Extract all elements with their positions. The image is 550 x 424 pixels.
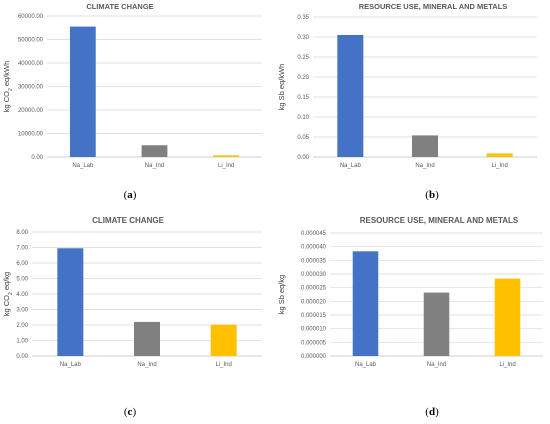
y-axis-label: kg Sb eq/kWh <box>277 64 286 111</box>
y-tick-label: 6.00 <box>16 261 28 267</box>
y-tick-label: 7.00 <box>16 246 28 252</box>
bar-na-ind <box>141 145 168 157</box>
y-tick-label: 1.00 <box>16 339 28 345</box>
y-tick-label: 0.000045 <box>301 231 327 237</box>
bar-li-ind <box>210 324 237 356</box>
caption-a: (a) <box>123 189 137 201</box>
x-tick-label: Li_Ind <box>491 163 507 169</box>
y-tick-label: 0.000015 <box>301 313 327 319</box>
y-axis-label: kg CO2 eq/kg <box>2 272 14 316</box>
x-tick-label: Li_Ind <box>218 163 234 169</box>
chart-title: CLIMATE CHANGE <box>86 2 153 11</box>
y-tick-label: 3.00 <box>16 308 28 314</box>
bar-li-ind <box>486 153 513 157</box>
x-tick-label: Na_Ind <box>415 163 434 169</box>
caption-d-letter: d <box>428 406 436 418</box>
y-tick-label: 20000.00 <box>18 108 44 114</box>
y-tick-label: 2.00 <box>16 323 28 329</box>
y-tick-label: 0.000020 <box>301 299 327 305</box>
bar-na-lab <box>352 251 379 356</box>
y-tick-label: 0.000000 <box>301 354 327 360</box>
chart-panel-c: CLIMATE CHANGE 0.00 1.00 2.00 3.00 4.00 5.00 6.… <box>0 212 275 424</box>
y-tick-label: 30000.00 <box>18 85 44 91</box>
caption-c: (c) <box>123 406 137 418</box>
bar-na-lab <box>337 35 364 157</box>
y-tick-label: 0.20 <box>297 75 309 81</box>
bar-na-ind <box>423 292 450 356</box>
bar-na-ind <box>134 321 160 356</box>
y-tick-label: 8.00 <box>16 230 28 236</box>
y-tick-label: 0.000005 <box>301 340 327 346</box>
y-tick-label: 0.000010 <box>301 327 327 333</box>
y-tick-label: 50000.00 <box>18 38 44 44</box>
y-tick-label: 0.00 <box>297 155 309 161</box>
y-tick-label: 0.00 <box>31 155 43 161</box>
y-tick-label: 0.30 <box>297 35 309 41</box>
y-tick-label: 0.15 <box>297 95 309 101</box>
y-tick-label: 10000.00 <box>18 132 44 138</box>
bar-li-ind <box>494 278 521 356</box>
caption-a-letter: a <box>127 189 133 201</box>
bar-na-lab <box>69 26 96 158</box>
x-tick-label: Na_Lab <box>60 362 82 368</box>
y-tick-label: 60000.00 <box>18 14 44 20</box>
y-tick-label: 0.00 <box>16 354 28 360</box>
y-tick-label: 0.000035 <box>301 258 327 264</box>
x-tick-label: Na_Ind <box>427 362 446 368</box>
chart-panel-d: RESOURCE USE, MINERAL AND METALS 0.000000… <box>275 212 550 424</box>
chart-title: CLIMATE CHANGE <box>92 216 165 225</box>
y-tick-label: 0.25 <box>297 55 309 61</box>
chart-title: RESOURCE USE, MINERAL AND METALS <box>359 2 508 11</box>
caption-d: (d) <box>425 406 439 418</box>
y-tick-label: 40000.00 <box>18 61 44 67</box>
x-tick-label: Na_Lab <box>355 362 377 368</box>
chart-panel-b: RESOURCE USE, MINERAL AND METALS 0.00 0.05… <box>275 0 550 212</box>
y-tick-label: 5.00 <box>16 277 28 283</box>
chart-a: CLIMATE CHANGE 0.00 10000.00 20000.00 30000.… <box>2 2 262 169</box>
y-tick-label: 0.000025 <box>301 286 327 292</box>
y-axis-label: kg CO2 eq/kWh <box>2 61 14 113</box>
bar-li-ind <box>213 155 240 157</box>
bar-na-lab <box>57 248 84 356</box>
y-tick-label: 0.10 <box>297 115 309 121</box>
y-tick-label: 0.000030 <box>301 272 327 278</box>
y-axis-label: kg Sb eq/kg <box>277 275 286 315</box>
chart-panel-a: CLIMATE CHANGE 0.00 10000.00 20000.00 30000.… <box>0 0 275 212</box>
caption-c-letter: c <box>127 406 133 418</box>
caption-b: (b) <box>425 189 439 201</box>
x-tick-label: Na_Ind <box>145 163 164 169</box>
bar-na-ind <box>412 135 438 157</box>
y-tick-label: 0.35 <box>297 15 309 21</box>
y-tick-label: 0.000040 <box>301 245 327 251</box>
x-tick-label: Na_Lab <box>72 163 94 169</box>
x-tick-label: Na_Ind <box>137 362 156 368</box>
x-tick-label: Na_Lab <box>340 163 362 169</box>
y-tick-label: 0.05 <box>297 135 309 141</box>
y-tick-label: 4.00 <box>16 292 28 298</box>
chart-d: RESOURCE USE, MINERAL AND METALS 0.000000… <box>277 216 543 368</box>
chart-c: CLIMATE CHANGE 0.00 1.00 2.00 3.00 4.00 5.00 6.… <box>2 216 262 368</box>
chart-title: RESOURCE USE, MINERAL AND METALS <box>360 216 519 225</box>
caption-b-letter: b <box>428 189 436 201</box>
x-tick-label: Li_Ind <box>215 362 231 368</box>
chart-b: RESOURCE USE, MINERAL AND METALS 0.00 0.05… <box>277 2 537 169</box>
x-tick-label: Li_Ind <box>499 362 515 368</box>
